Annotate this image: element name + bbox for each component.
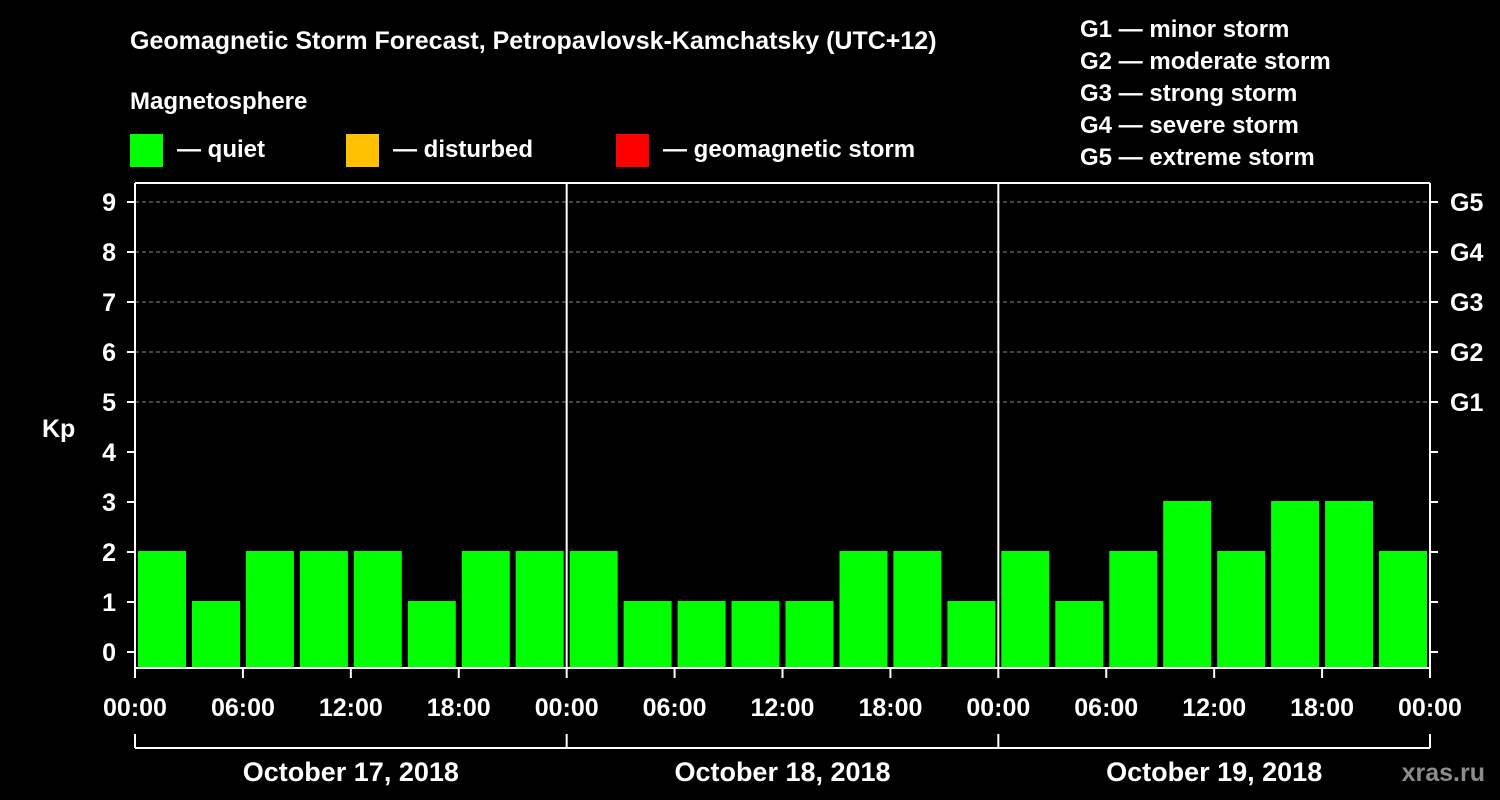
y-axis-label: Kp — [42, 415, 75, 443]
x-tick-label-10: 12:00 — [1182, 694, 1246, 722]
bar-day1-slot3 — [245, 551, 294, 668]
right-tick-label-g2: G2 — [1450, 339, 1483, 367]
chart-title: Geomagnetic Storm Forecast, Petropavlovs… — [130, 27, 937, 55]
storm-scale-item-0: G1 — minor storm — [1080, 16, 1289, 43]
y-tick-label-2: 2 — [102, 539, 116, 567]
storm-scale-legend: G1 — minor storm G2 — moderate storm G3 — … — [1080, 16, 1331, 171]
legend-label-2: — geomagnetic storm — [663, 136, 915, 163]
date-label-2: October 18, 2018 — [674, 757, 890, 787]
bar-day1-slot4 — [299, 551, 348, 668]
x-tick-label-12: 00:00 — [1398, 694, 1462, 722]
bar-day3-slot5 — [1217, 551, 1266, 668]
chart-subtitle: Magnetosphere — [130, 88, 307, 115]
axes: 0 1 2 3 4 5 6 7 8 9 G1 G2 G3 G4 G5 00:00 06:00 12:00 18:00… — [102, 182, 1483, 787]
bar-day1-slot8 — [515, 551, 564, 668]
x-tick-label-6: 12:00 — [751, 694, 815, 722]
x-tick-label-9: 06:00 — [1074, 694, 1138, 722]
bar-day1-slot7 — [461, 551, 510, 668]
watermark: xras.ru — [1402, 759, 1485, 787]
bar-day3-slot6 — [1271, 501, 1320, 668]
x-tick-label-11: 18:00 — [1290, 694, 1354, 722]
bar-day3-slot8 — [1379, 551, 1427, 668]
storm-scale-item-3: G4 — severe storm — [1080, 112, 1299, 139]
bar-day3-slot7 — [1325, 501, 1374, 668]
date-label-3: October 19, 2018 — [1106, 757, 1322, 787]
y-tick-label-9: 9 — [102, 189, 116, 217]
bar-day2-slot6 — [839, 551, 888, 668]
right-tick-label-g3: G3 — [1450, 289, 1483, 317]
x-tick-label-1: 06:00 — [211, 694, 275, 722]
right-tick-label-g1: G1 — [1450, 389, 1483, 417]
y-tick-label-4: 4 — [102, 439, 116, 467]
bar-day2-slot7 — [893, 551, 942, 668]
bar-day2-slot1 — [569, 551, 618, 668]
x-tick-label-4: 00:00 — [535, 694, 599, 722]
right-tick-label-g5: G5 — [1450, 189, 1483, 217]
y-tick-label-6: 6 — [102, 339, 116, 367]
legend-swatch-0 — [130, 134, 163, 167]
legend-swatch-1 — [346, 134, 379, 167]
y-tick-label-3: 3 — [102, 489, 116, 517]
legend-label-0: — quiet — [177, 136, 265, 163]
y-tick-label-7: 7 — [102, 289, 116, 317]
bar-day2-slot3 — [677, 601, 726, 668]
legend: — quiet — disturbed — geomagnetic storm — [130, 134, 915, 167]
x-tick-label-0: 00:00 — [103, 694, 167, 722]
y-tick-label-1: 1 — [102, 589, 116, 617]
bar-day2-slot5 — [785, 601, 834, 668]
bar-day1-slot2 — [192, 601, 240, 668]
x-tick-label-7: 18:00 — [858, 694, 922, 722]
bar-day3-slot4 — [1163, 501, 1212, 668]
storm-scale-item-2: G3 — strong storm — [1080, 80, 1297, 107]
bar-day3-slot3 — [1109, 551, 1158, 668]
y-tick-label-5: 5 — [102, 389, 116, 417]
y-tick-label-0: 0 — [102, 639, 116, 667]
bar-day1-slot5 — [353, 551, 402, 668]
bar-day1-slot6 — [407, 601, 456, 668]
storm-scale-item-1: G2 — moderate storm — [1080, 48, 1331, 75]
x-tick-label-5: 06:00 — [643, 694, 707, 722]
bar-day3-slot2 — [1055, 601, 1104, 668]
x-tick-label-3: 18:00 — [427, 694, 491, 722]
storm-scale-item-4: G5 — extreme storm — [1080, 144, 1315, 171]
bar-day3-slot1 — [1001, 551, 1050, 668]
right-tick-label-g4: G4 — [1450, 239, 1483, 267]
legend-swatch-2 — [616, 134, 649, 167]
bar-day2-slot4 — [731, 601, 780, 668]
bar-day2-slot2 — [623, 601, 672, 668]
y-tick-label-8: 8 — [102, 239, 116, 267]
date-label-1: October 17, 2018 — [243, 757, 459, 787]
bar-day1-slot1 — [138, 551, 186, 668]
x-tick-label-8: 00:00 — [966, 694, 1030, 722]
legend-label-1: — disturbed — [393, 136, 533, 163]
bar-series — [138, 501, 1427, 668]
grid-lines — [135, 201, 1430, 403]
x-tick-label-2: 12:00 — [319, 694, 383, 722]
bar-day2-slot8 — [947, 601, 996, 668]
